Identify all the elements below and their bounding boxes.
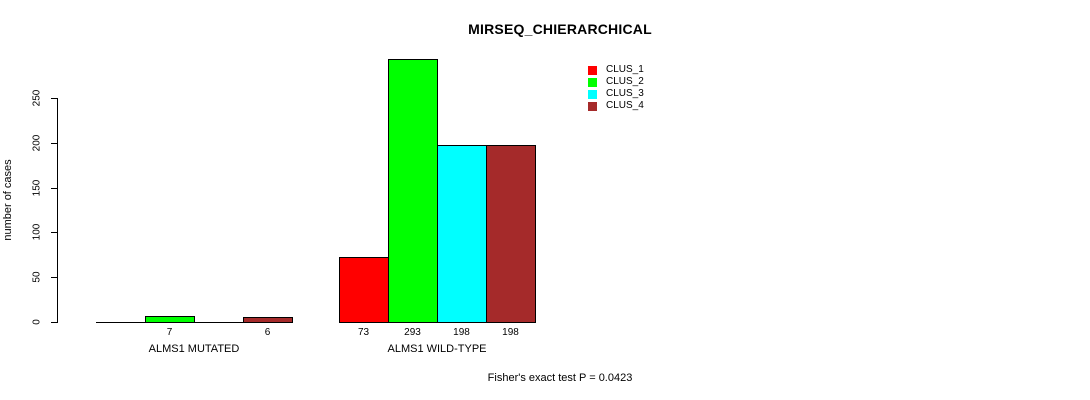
bar-value-label: 198 (502, 327, 519, 338)
y-tick-mark (51, 142, 58, 144)
bar-clus-4-alms1-wild-type (486, 144, 536, 323)
y-tick-label: 250 (31, 89, 43, 107)
y-tick-mark (51, 322, 58, 323)
y-tick-label: 150 (31, 179, 43, 196)
legend-swatch-clus-1 (588, 65, 597, 75)
bar-clus-1-alms1-wild-type (339, 256, 389, 323)
legend: CLUS_1 CLUS_2 CLUS_3 CLUS_4 (588, 64, 644, 112)
bar-value-label: 7 (166, 327, 173, 338)
y-tick-label: 0 (31, 319, 43, 325)
legend-label: CLUS_2 (606, 76, 644, 87)
bar-clus-2-alms1-mutated (145, 315, 195, 323)
category-label-alms1-mutated: ALMS1 MUTATED (148, 343, 240, 355)
y-tick-label: 50 (31, 271, 43, 283)
y-tick-mark (51, 98, 58, 99)
y-axis-line (57, 98, 58, 323)
y-tick-label: 100 (31, 224, 43, 241)
y-tick-label: 200 (31, 134, 43, 152)
y-tick-mark (51, 277, 58, 279)
chart-title: MIRSEQ_CHIERARCHICAL (468, 21, 652, 37)
y-tick-mark (51, 232, 58, 234)
legend-row-clus-2: CLUS_2 (588, 76, 644, 88)
legend-row-clus-4: CLUS_4 (588, 100, 644, 112)
footnote: Fisher's exact test P = 0.0423 (487, 372, 633, 384)
legend-row-clus-1: CLUS_1 (588, 64, 644, 76)
bar-clus-3-alms1-wild-type (437, 144, 487, 323)
legend-label: CLUS_1 (606, 64, 644, 75)
category-label-alms1-wild-type: ALMS1 WILD-TYPE (387, 343, 487, 355)
bar-value-label: 293 (404, 327, 421, 338)
legend-row-clus-3: CLUS_3 (588, 88, 644, 100)
legend-label: CLUS_3 (606, 88, 644, 99)
bar-value-label: 198 (453, 327, 470, 338)
bar-clus-2-alms1-wild-type (388, 59, 438, 323)
legend-swatch-clus-4 (588, 101, 597, 111)
bar-value-label: 73 (357, 327, 370, 338)
y-axis-label: number of cases (2, 159, 14, 241)
legend-label: CLUS_4 (606, 100, 644, 111)
bar-value-label: 6 (264, 327, 271, 338)
y-tick-mark (51, 187, 58, 189)
legend-swatch-clus-3 (588, 89, 597, 99)
legend-swatch-clus-2 (588, 77, 597, 87)
bar-clus-4-alms1-mutated (243, 316, 293, 323)
